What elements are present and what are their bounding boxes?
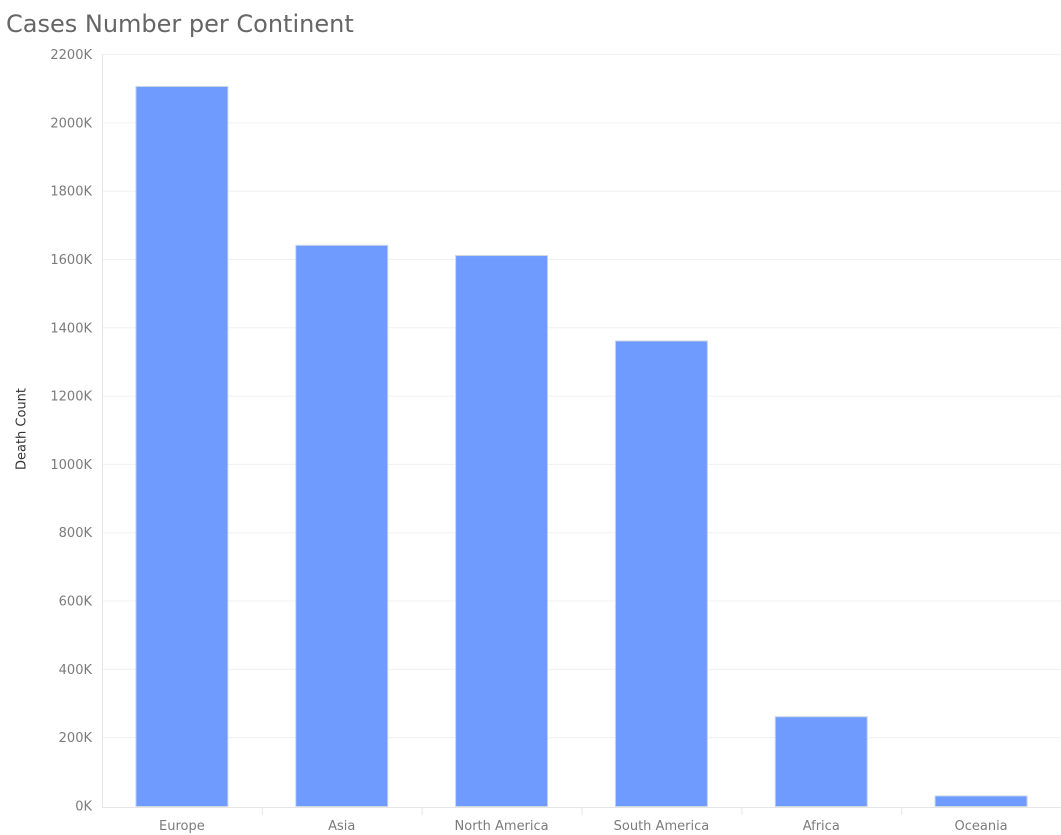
x-tick-label: Africa <box>803 819 840 834</box>
axes: 0K 200K 400K 600K 800K 1000K 1200K 1400K 1600K 18… <box>50 48 1061 834</box>
y-tick-label: 1800K <box>50 185 92 200</box>
chart-title: Cases Number per Continent <box>6 10 354 38</box>
y-tick-label: 1400K <box>50 321 92 336</box>
gridlines <box>102 54 1061 739</box>
y-tick-label: 2200K <box>50 48 92 63</box>
y-tick-label: 600K <box>59 595 93 610</box>
x-tick-label: Asia <box>328 819 355 834</box>
y-tick-label: 400K <box>59 663 93 678</box>
bar-africa[interactable] <box>774 716 868 807</box>
y-tick-label: 0K <box>75 800 92 815</box>
y-tick-label: 800K <box>59 526 93 541</box>
bar-asia[interactable] <box>295 244 389 808</box>
x-tick-label: South America <box>614 819 710 834</box>
y-tick-label: 1600K <box>50 253 92 268</box>
bars <box>135 85 1028 808</box>
x-tick-label: North America <box>455 819 549 834</box>
x-tick-label: Europe <box>159 819 205 834</box>
bar-south-america[interactable] <box>614 340 708 807</box>
bar-oceania[interactable] <box>934 795 1028 807</box>
x-tick-label: Oceania <box>954 819 1007 834</box>
y-tick-label: 2000K <box>50 116 92 131</box>
bar-europe[interactable] <box>135 85 229 808</box>
y-tick-label: 200K <box>59 731 93 746</box>
y-tick-label: 1000K <box>50 458 92 473</box>
y-tick-label: 1200K <box>50 390 92 405</box>
bar-north-america[interactable] <box>455 255 549 807</box>
